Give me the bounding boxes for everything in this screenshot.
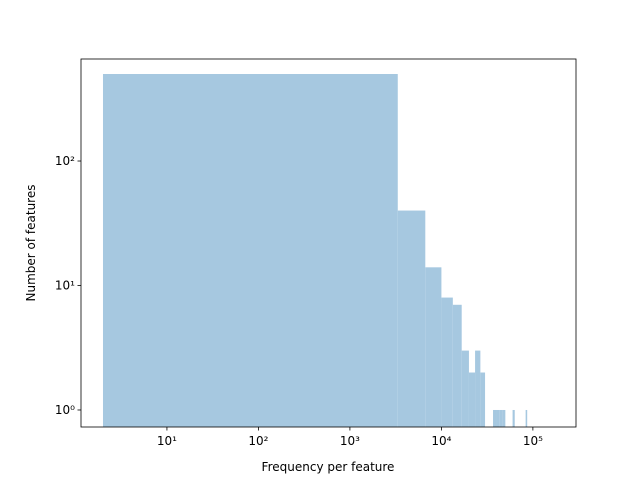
bar (461, 350, 469, 427)
bar (468, 372, 476, 427)
bar (397, 210, 426, 427)
bar (525, 409, 528, 427)
bar (425, 267, 442, 427)
bar (102, 74, 398, 428)
bar (499, 409, 503, 427)
x-tick-label: 10⁵ (523, 434, 543, 448)
bar (496, 409, 500, 427)
bar (502, 409, 506, 427)
x-tick-label: 10¹ (157, 434, 177, 448)
bar (512, 409, 515, 427)
bar (480, 372, 486, 427)
x-tick-label: 10² (248, 434, 268, 448)
bar (475, 350, 481, 427)
plot-frame (80, 58, 577, 428)
bar (441, 297, 453, 427)
x-axis-label: Frequency per feature (262, 460, 395, 474)
x-tick-label: 10⁴ (431, 434, 451, 448)
bar (452, 304, 462, 427)
y-axis-label: Number of features (24, 185, 38, 302)
x-tick-label: 10³ (340, 434, 360, 448)
y-tick-label: 10² (55, 154, 75, 168)
y-tick-label: 10⁰ (55, 403, 75, 417)
bar (493, 409, 497, 427)
y-tick-label: 10¹ (55, 279, 75, 293)
